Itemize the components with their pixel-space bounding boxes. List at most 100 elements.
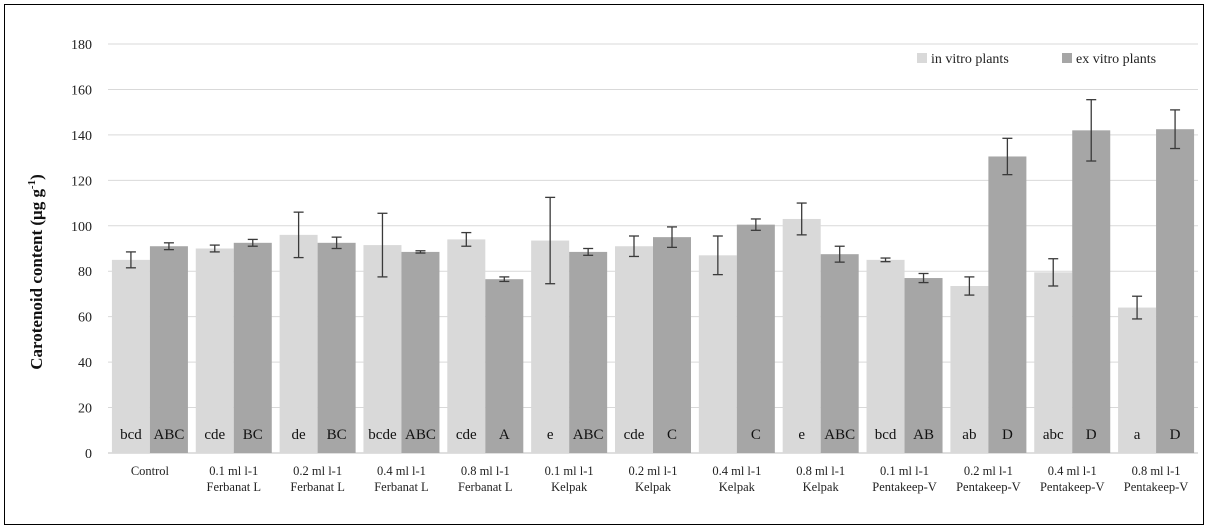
significance-letter: bcd <box>120 427 142 443</box>
significance-letter: a <box>1134 427 1141 443</box>
x-tick-label: Control <box>131 464 170 478</box>
error-bar <box>247 238 258 247</box>
significance-letter: BC <box>327 427 347 443</box>
bar <box>988 156 1027 453</box>
x-tick-label: 0.1 ml l-1 <box>880 464 929 478</box>
y-axis-ticks: 0 20 40 60 80 100 120 140 160 180 <box>71 38 92 462</box>
y-axis-label-end: ) <box>27 174 46 180</box>
error-bar <box>1170 109 1181 150</box>
bar <box>447 239 486 453</box>
significance-letter: bcde <box>368 427 397 443</box>
bar <box>866 259 905 453</box>
significance-letter: C <box>751 427 761 443</box>
significance-letter: D <box>1002 427 1013 443</box>
bar <box>149 246 188 453</box>
significance-letter: de <box>292 427 307 443</box>
error-bar <box>415 250 426 254</box>
significance-letter: ABC <box>405 427 436 443</box>
y-axis-label-superscript: -1 <box>26 180 38 189</box>
legend-label: ex vitro plants <box>1076 52 1156 67</box>
error-bar <box>918 272 929 284</box>
y-tick-label: 80 <box>78 265 92 280</box>
significance-letter: cde <box>204 427 225 443</box>
y-tick-label: 0 <box>85 447 92 462</box>
error-bar <box>377 212 388 278</box>
error-bar <box>796 202 807 236</box>
error-bar <box>125 251 136 269</box>
bar <box>1156 129 1195 454</box>
bar <box>1072 130 1111 453</box>
significance-letter: ABC <box>824 427 855 443</box>
x-tick-label: Ferbanat L <box>374 480 429 494</box>
x-axis-categories: Control 0.1 ml l-1 Ferbanat L 0.2 ml l-1 Fer… <box>131 464 1189 494</box>
error-bar <box>583 247 594 256</box>
y-tick-label: 140 <box>71 129 92 144</box>
x-tick-label: Kelpak <box>803 480 840 494</box>
x-tick-label: 0.1 ml l-1 <box>545 464 594 478</box>
bar <box>820 254 859 453</box>
bar <box>233 242 272 453</box>
error-bar <box>1002 137 1013 176</box>
significance-letter: C <box>667 427 677 443</box>
error-bar <box>293 211 304 259</box>
x-tick-label: Pentakeep-V <box>1124 480 1189 494</box>
bar <box>950 285 989 453</box>
x-tick-label: 0.4 ml l-1 <box>1048 464 1097 478</box>
error-bar <box>1048 258 1059 287</box>
significance-letter: ab <box>962 427 976 443</box>
x-tick-label: 0.8 ml l-1 <box>796 464 845 478</box>
error-bar <box>629 235 639 258</box>
x-tick-label: Kelpak <box>551 480 588 494</box>
error-bar <box>667 226 677 249</box>
x-tick-label: Kelpak <box>635 480 672 494</box>
y-tick-label: 100 <box>71 220 92 235</box>
error-bar <box>750 218 761 231</box>
x-tick-label: Kelpak <box>719 480 756 494</box>
legend-swatch <box>1062 53 1072 63</box>
x-tick-label: 0.4 ml l-1 <box>712 464 761 478</box>
bar <box>736 224 775 453</box>
bar <box>615 246 653 453</box>
bar <box>363 245 402 453</box>
error-bar <box>499 276 510 283</box>
significance-letter: ABC <box>573 427 604 443</box>
error-bar <box>880 257 891 263</box>
error-bar <box>209 244 220 253</box>
bar <box>698 255 737 453</box>
x-tick-label: 0.2 ml l-1 <box>293 464 342 478</box>
bar <box>317 242 356 453</box>
error-bars <box>125 99 1181 320</box>
x-tick-label: Ferbanat L <box>458 480 513 494</box>
x-tick-label: 0.2 ml l-1 <box>629 464 678 478</box>
bar <box>653 237 691 453</box>
error-bar <box>461 231 472 247</box>
bar <box>782 218 821 453</box>
y-tick-label: 40 <box>78 356 92 371</box>
error-bar <box>545 196 556 285</box>
error-bar <box>834 245 845 263</box>
significance-letter: D <box>1170 427 1181 443</box>
significance-letter: cde <box>624 427 645 443</box>
significance-letter: D <box>1086 427 1097 443</box>
y-tick-label: 180 <box>71 38 92 53</box>
bar <box>1034 272 1073 453</box>
y-tick-label: 120 <box>71 174 92 189</box>
y-tick-label: 20 <box>78 402 92 417</box>
bar <box>195 248 234 453</box>
significance-letter: ABC <box>154 427 185 443</box>
significance-letter: cde <box>456 427 477 443</box>
bar <box>279 234 318 453</box>
x-tick-label: Pentakeep-V <box>1040 480 1105 494</box>
x-tick-label: 0.8 ml l-1 <box>1132 464 1181 478</box>
significance-letter: bcd <box>875 427 897 443</box>
y-axis-label: Carotenoid content (μg g-1) <box>26 174 46 370</box>
significance-letter: e <box>798 427 805 443</box>
bar <box>485 279 524 453</box>
x-tick-label: Pentakeep-V <box>956 480 1021 494</box>
significance-letter: BC <box>243 427 263 443</box>
error-bar <box>1086 99 1097 162</box>
significance-letter: A <box>499 427 510 443</box>
x-tick-label: 0.8 ml l-1 <box>461 464 510 478</box>
bar <box>111 259 150 453</box>
